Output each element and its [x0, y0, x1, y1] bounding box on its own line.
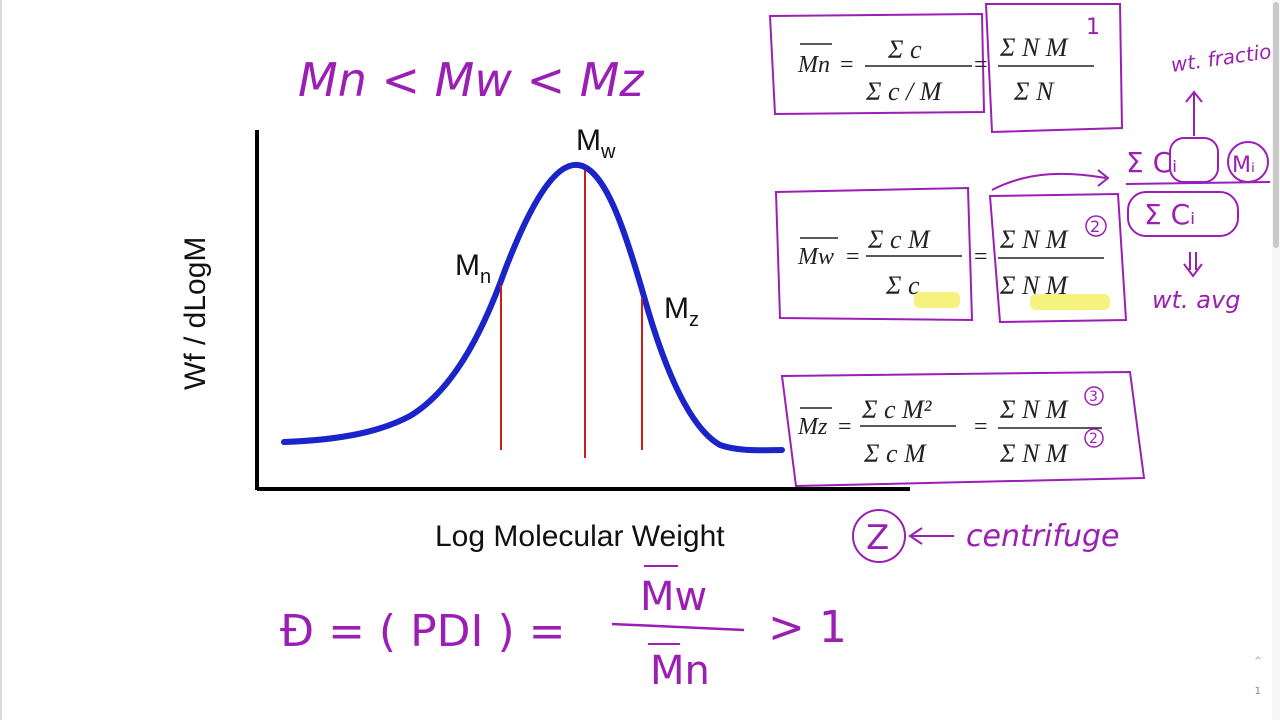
- mz-marker-M: M: [664, 292, 689, 325]
- page-edge: [0, 0, 2, 720]
- centrifuge-label: centrifuge: [966, 519, 1119, 554]
- vertical-scrollbar[interactable]: [1272, 0, 1280, 720]
- mw-marker-sub: w: [600, 141, 616, 163]
- equation-mn: Mn = Σ c Σ c / M = Σ N M 1 Σ N: [768, 3, 1124, 134]
- mn-eq-2: =: [974, 52, 988, 78]
- mz-marker-label: Mz: [664, 292, 699, 331]
- mz-eq-2: =: [974, 414, 988, 440]
- mw-highlight-right: [1030, 294, 1110, 310]
- mz-marker-sub: z: [689, 309, 699, 331]
- mz-exp-den-circle: [1084, 428, 1104, 448]
- mw-num-1: Σ c M: [867, 225, 931, 254]
- mz-den-1: Σ c M: [863, 439, 927, 468]
- mw-eq-2: =: [974, 244, 988, 270]
- equation-mw: Mw = Σ c M Σ c = Σ N M 2 Σ N M: [774, 186, 1128, 324]
- sum-ci: Σ Cᵢ: [1126, 146, 1177, 179]
- left-arrow: [908, 527, 954, 545]
- notes-frac-bar: [1125, 181, 1271, 185]
- mw-den-1: Σ c: [885, 271, 920, 300]
- mw-exp: 2: [1090, 217, 1100, 236]
- mw-highlight-left: [914, 292, 960, 308]
- mz-den-2: Σ N M: [999, 439, 1069, 468]
- ci-den-box: [1127, 191, 1239, 237]
- mz-num-1: Σ c M²: [861, 395, 933, 424]
- mn-box-right: [984, 3, 1124, 134]
- mw-num-2: Σ N M: [999, 225, 1069, 254]
- mz-eq-1: =: [838, 414, 852, 440]
- pdi-lhs: Đ = ( PDI ) =: [280, 606, 565, 657]
- equation-mz: Mz = Σ c M² Σ c M = Σ N M 3 Σ N M 2: [780, 370, 1146, 488]
- mn-eq-1: =: [840, 52, 854, 78]
- mz-num-2: Σ N M: [999, 395, 1069, 424]
- pdi-equation: Đ = ( PDI ) = Mw Mn > 1: [280, 565, 847, 694]
- ci-box: [1169, 137, 1219, 183]
- pdi-frac-bar: [611, 622, 745, 632]
- sum-ci-den: Σ Cᵢ: [1144, 198, 1195, 231]
- mz-exp-num-circle: [1084, 386, 1104, 406]
- mw-lhs: Mw: [797, 244, 834, 270]
- mw-den-2: Σ N M: [999, 271, 1069, 300]
- mn-num-1: Σ c: [887, 35, 922, 64]
- scrollbar-thumb[interactable]: [1273, 2, 1279, 248]
- mn-box-left: [768, 12, 986, 116]
- heading-inequality: Mn < Mw < Mz: [298, 53, 644, 107]
- z-letter: Z: [866, 518, 889, 558]
- mi-label: Mᵢ: [1232, 153, 1255, 178]
- mw-box-left: [774, 186, 974, 322]
- mw-marker-label: Mw: [576, 124, 616, 163]
- mz-lhs: Mz: [797, 414, 828, 440]
- mw-box-right: [988, 192, 1128, 324]
- chevron-up-icon[interactable]: ⌃: [1252, 655, 1264, 670]
- mw-exp-circle: [1085, 215, 1107, 237]
- mn-marker-label: Mn: [455, 249, 491, 288]
- mn-exp: 1: [1086, 15, 1100, 40]
- y-axis-label: Wf / dLogM: [179, 237, 212, 390]
- mn-marker-M: M: [455, 249, 480, 282]
- pdi-rhs: > 1: [768, 602, 847, 653]
- weight-fraction-notes: wt. fraction Σ Cᵢ Mᵢ Σ Cᵢ wt. avg: [991, 37, 1280, 314]
- wt-fraction-label: wt. fraction: [1169, 37, 1280, 77]
- pdi-den: Mn: [650, 648, 710, 694]
- mw-marker-M: M: [576, 124, 601, 157]
- mn-marker-sub: n: [480, 266, 491, 288]
- up-arrow: [1185, 90, 1203, 136]
- mn-lhs: Mn: [797, 52, 830, 78]
- mn-num-2: Σ N M: [999, 33, 1069, 62]
- z-circle: [852, 509, 906, 563]
- mz-box: [780, 370, 1146, 488]
- distribution-chart: Mw Mn Mz Wf / dLogM Log Molecular Weight: [179, 124, 910, 553]
- curly-arrow: [991, 169, 1110, 191]
- mz-exp-den: 2: [1089, 431, 1098, 447]
- z-centrifuge-note: Z centrifuge: [852, 509, 1119, 563]
- page-number: 1: [1254, 686, 1261, 697]
- distribution-curve: [281, 161, 785, 454]
- mn-den-2: Σ N: [1013, 77, 1055, 106]
- pdi-num: Mw: [640, 574, 707, 620]
- mz-exp-num: 3: [1089, 389, 1098, 405]
- wt-avg-label: wt. avg: [1152, 286, 1240, 314]
- mn-den-1: Σ c / M: [865, 77, 943, 106]
- mw-eq-1: =: [846, 244, 860, 270]
- x-axis-label: Log Molecular Weight: [435, 520, 725, 553]
- down-arrow: [1183, 252, 1203, 278]
